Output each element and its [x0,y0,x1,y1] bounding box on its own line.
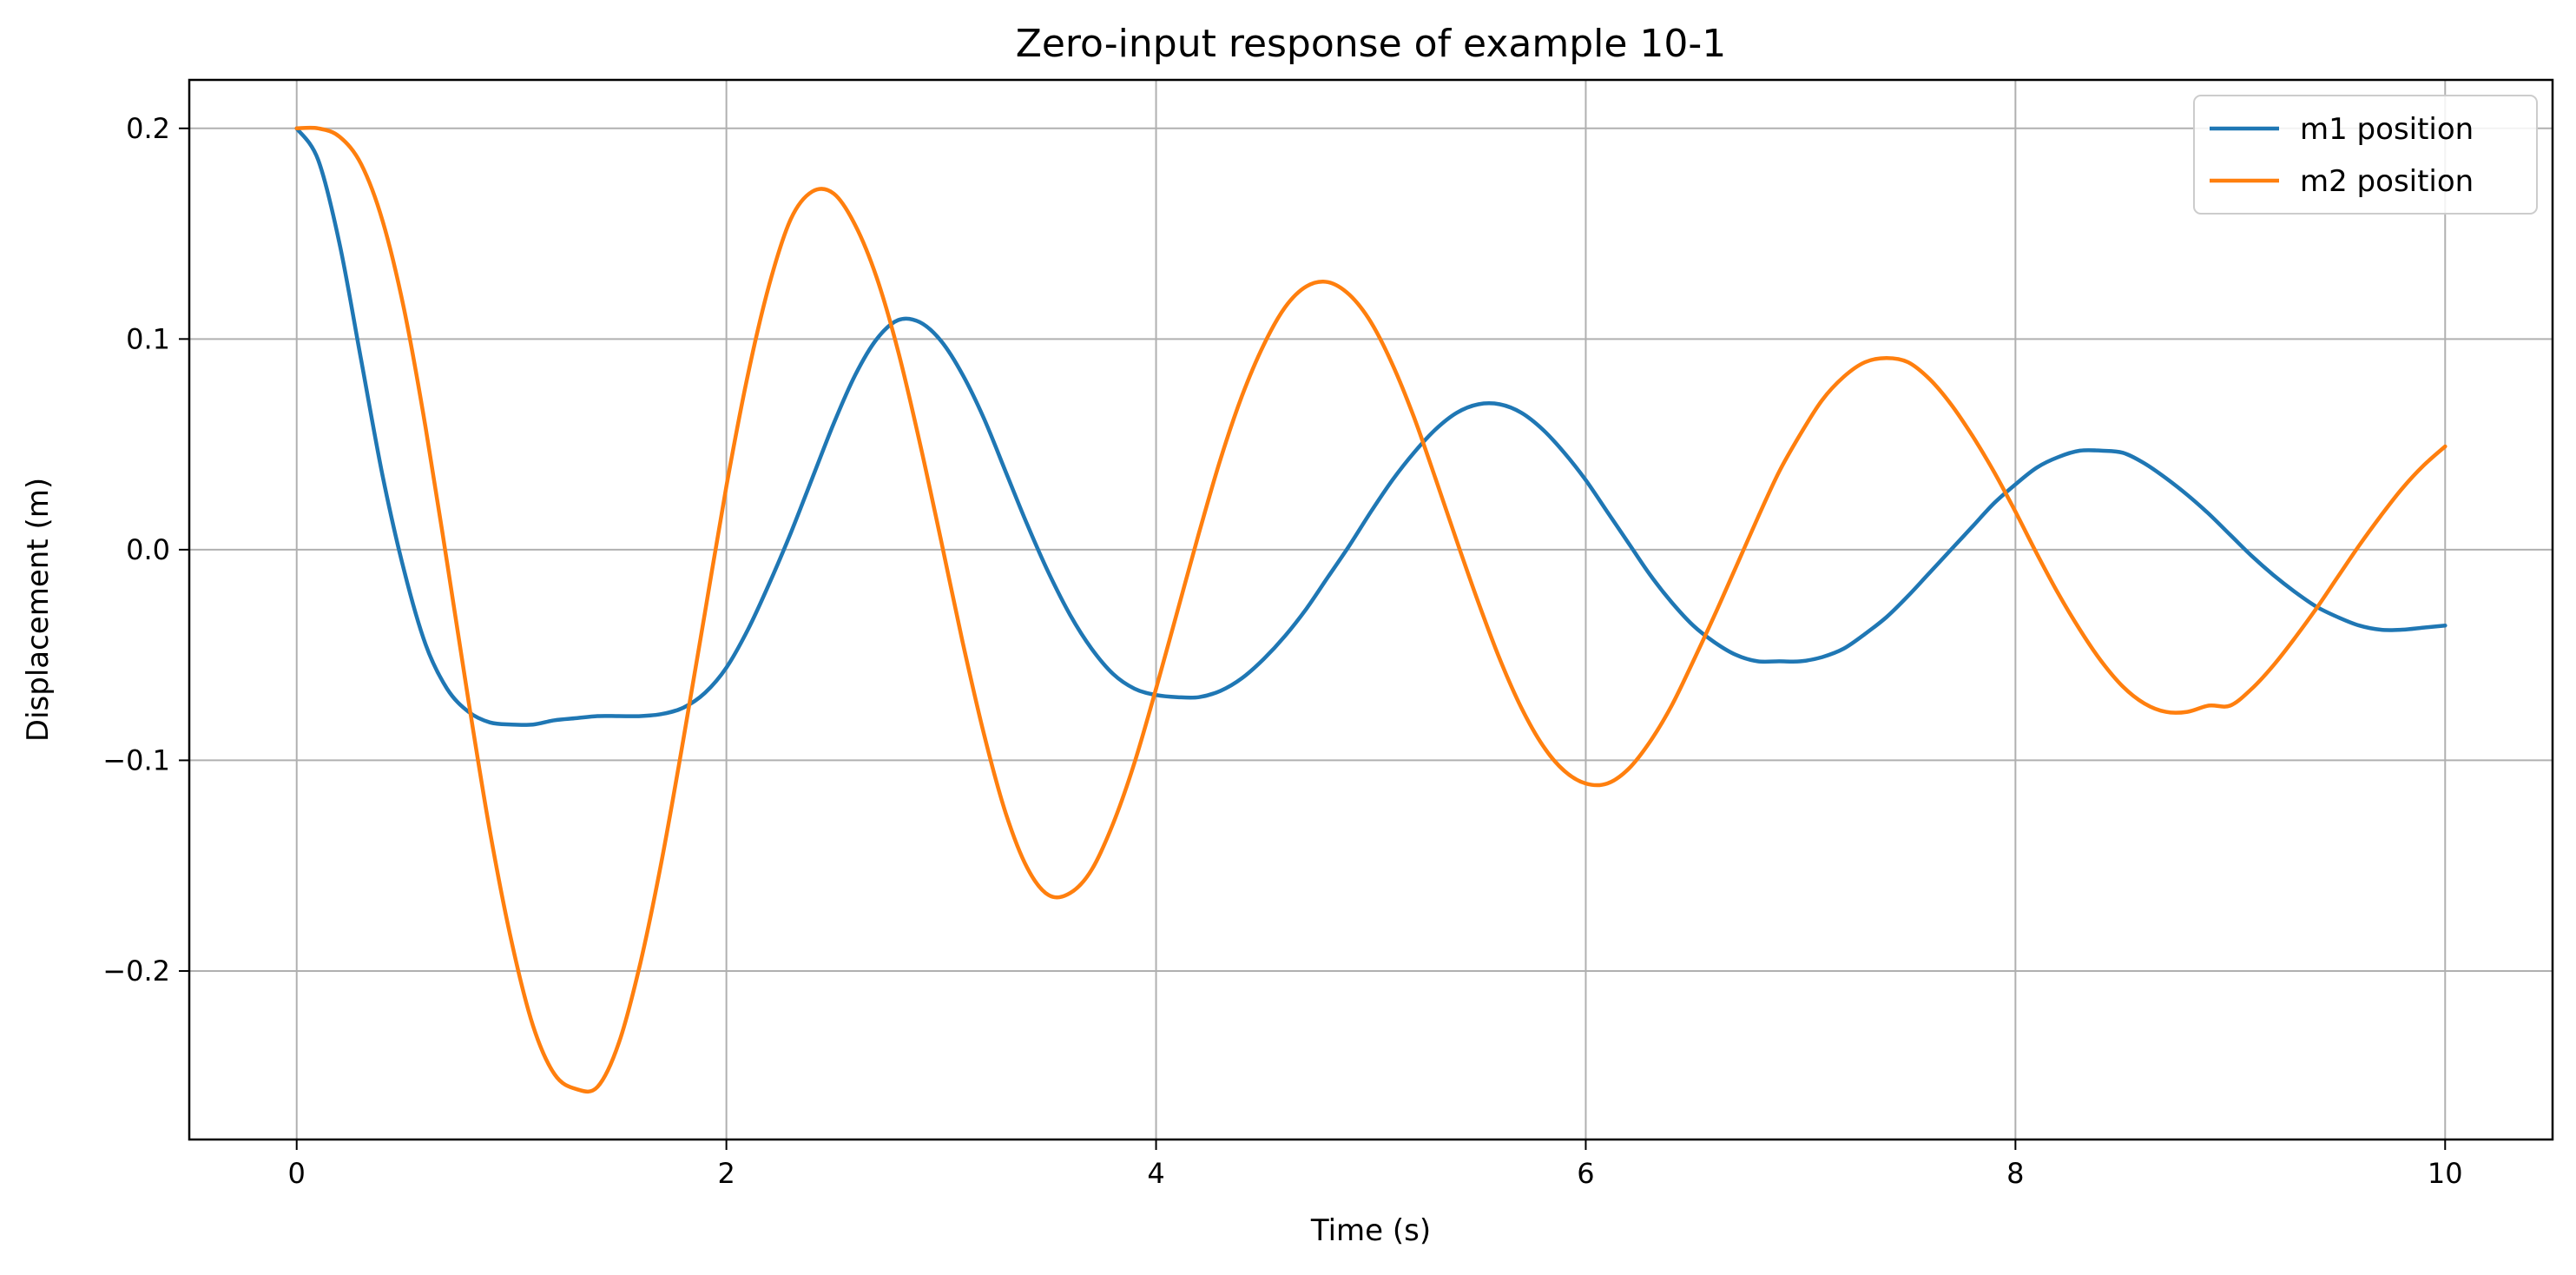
chart-title: Zero-input response of example 10-1 [1016,22,1727,66]
legend-entry-label: m1 position [2300,112,2474,147]
series-line [294,125,2448,1094]
y-tick-label: 0.2 [126,112,170,145]
data-series [294,125,2448,1094]
x-tick-label: 2 [717,1157,735,1190]
plot-frame [188,78,2554,1141]
x-tick-label: 8 [2006,1157,2024,1190]
y-tick-label: 0.0 [126,533,170,566]
axis-ticks: 0 2 4 6 8 10 −0.2 −0.1 0.0 0.1 0.2 [102,112,2462,1190]
y-tick-label: 0.1 [126,322,170,355]
x-tick-label: 6 [1577,1157,1594,1190]
legend-entry-label: m2 position [2300,164,2474,199]
y-axis-label: Displacement (m) [21,478,56,742]
x-tick-label: 10 [2428,1157,2463,1190]
legend: m1 position m2 position [2193,95,2538,215]
legend-box [2193,95,2538,215]
y-tick-label: −0.2 [102,955,170,988]
y-tick-label: −0.1 [102,743,170,776]
x-axis-label: Time (s) [1310,1213,1431,1248]
x-tick-label: 4 [1147,1157,1164,1190]
x-tick-label: 0 [288,1157,306,1190]
series-line [294,126,2448,727]
grid-lines [189,80,2553,1140]
